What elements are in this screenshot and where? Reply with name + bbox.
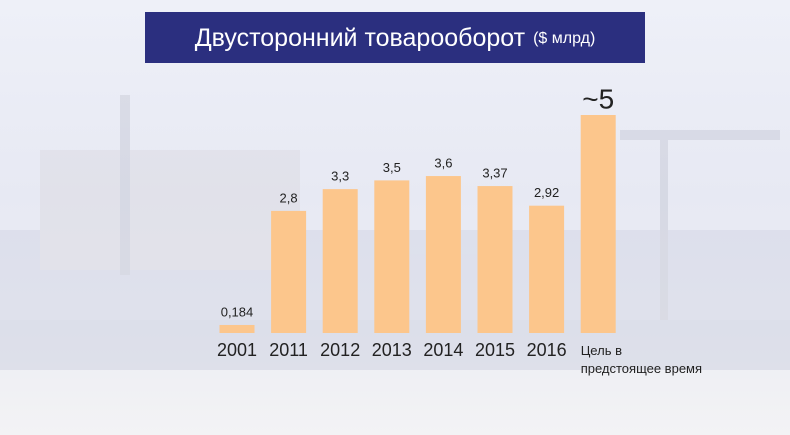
bar <box>425 176 461 333</box>
bar <box>219 324 255 333</box>
x-tick-label: 2012 <box>320 340 361 360</box>
x-tick-label: Цель в предстоящее время <box>580 343 703 376</box>
value-label: 3,6 <box>434 155 452 170</box>
chart-subtitle: ($ млрд) <box>533 30 595 47</box>
bar <box>271 210 307 333</box>
value-label: 2,92 <box>534 185 559 200</box>
x-tick-label: 2001 <box>216 340 258 360</box>
bar <box>477 186 513 333</box>
value-label: 2,8 <box>280 190 298 205</box>
x-tick-label: 2011 <box>269 340 308 360</box>
value-label: ~5 <box>582 83 614 114</box>
x-tick-label: 2014 <box>423 340 464 360</box>
value-label: 3,37 <box>482 166 507 181</box>
x-tick-label: 2016 <box>526 340 567 360</box>
value-label: 3,5 <box>383 160 401 175</box>
title-line: Двусторонний товарооборот ($ млрд) <box>195 24 596 52</box>
x-tick-label: 2013 <box>371 340 412 360</box>
value-label: 0,184 <box>221 304 254 319</box>
bar <box>322 189 358 333</box>
value-label: 3,3 <box>331 169 349 184</box>
bar <box>374 180 410 333</box>
bar <box>529 205 565 333</box>
bar <box>580 115 616 333</box>
x-tick-label: 2015 <box>474 340 516 360</box>
chart-title: Двусторонний товарооборот <box>195 24 526 52</box>
title-box <box>145 12 645 63</box>
